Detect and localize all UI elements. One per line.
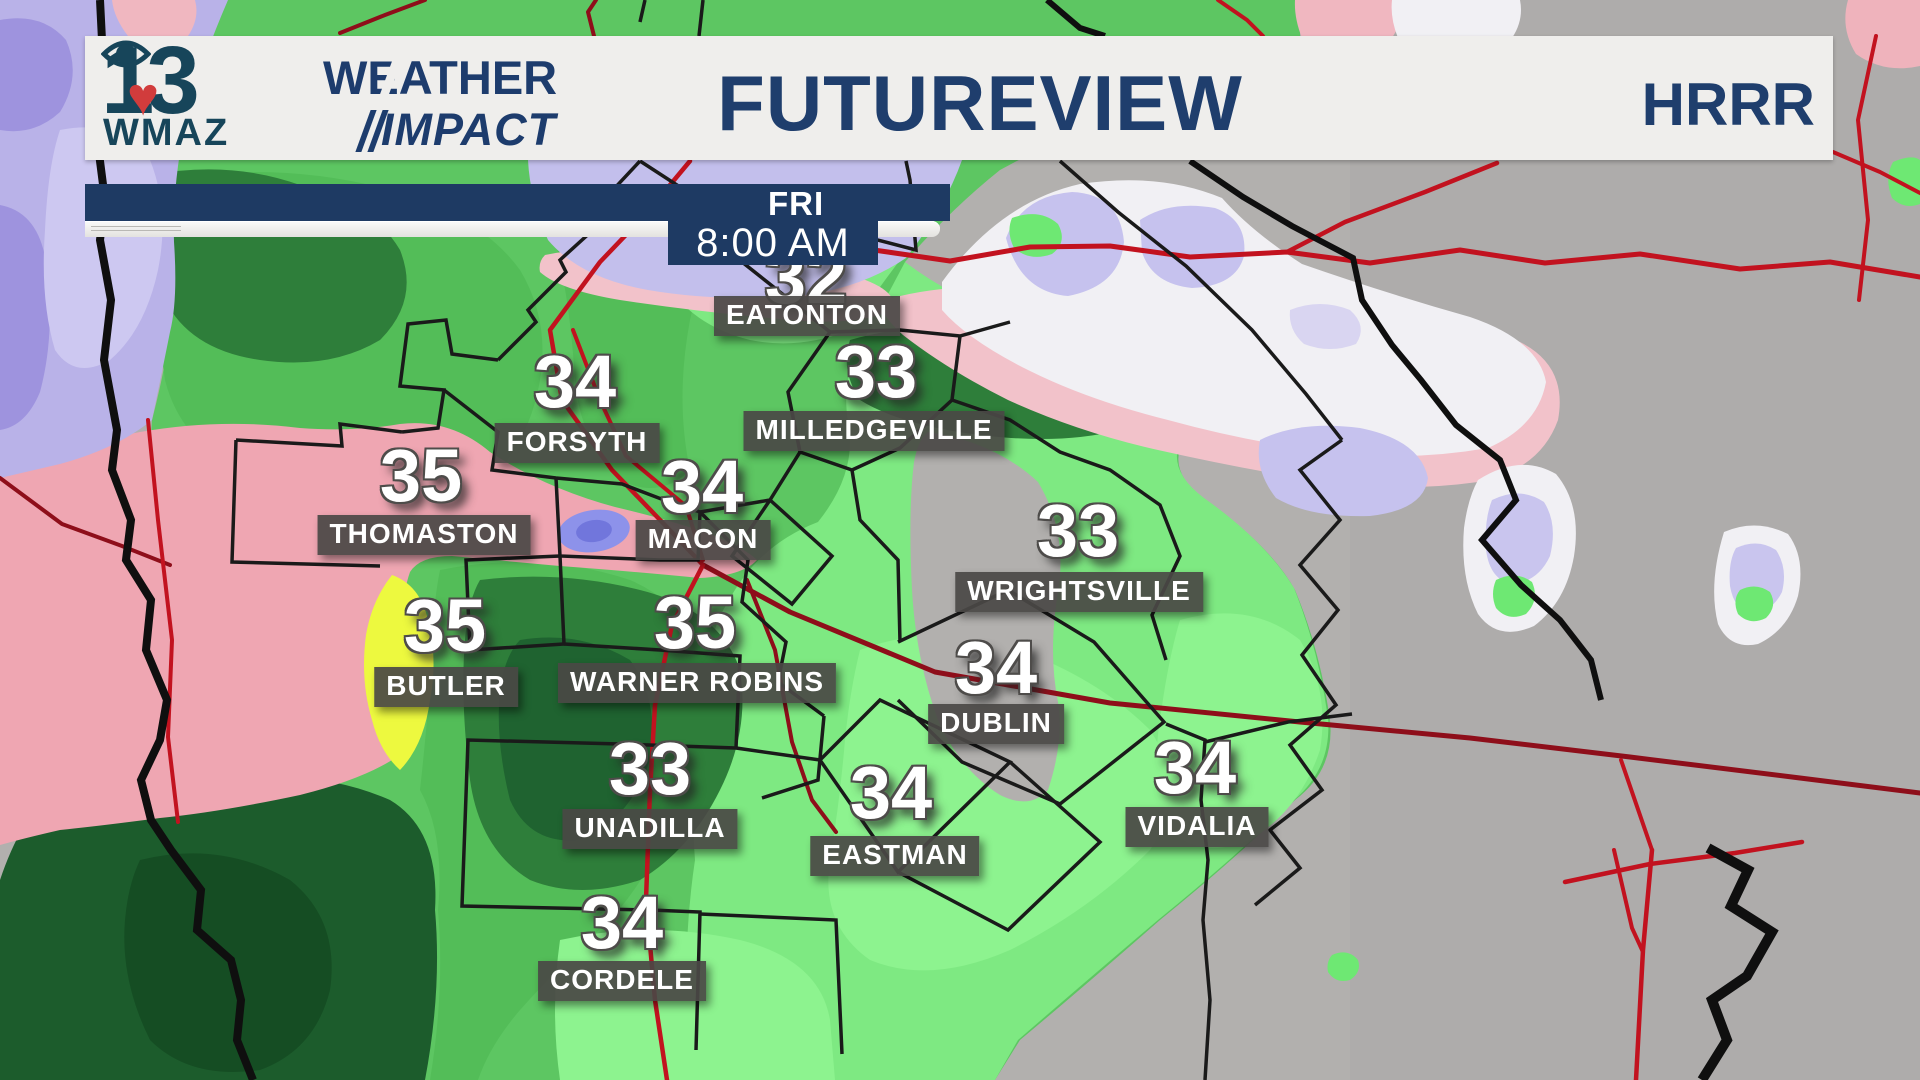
city-label: DUBLIN <box>928 704 1064 744</box>
city-label: EATONTON <box>713 296 901 336</box>
time-block: 8:00 AM <box>668 221 878 265</box>
heart-icon: ♥ <box>127 67 160 127</box>
time-label: 8:00 AM <box>696 220 850 265</box>
city-label: FORSYTH <box>494 423 660 463</box>
header-banner: 13 ♥ WMAZ WEATHER IMPACT FUTUREVIEW HRRR <box>85 27 1833 160</box>
station-logo: 13 ♥ WMAZ <box>101 27 351 158</box>
temp-value: 34 <box>580 881 664 964</box>
timeline-progress-tick <box>91 230 181 231</box>
temp-value: 35 <box>379 434 463 517</box>
temp-value: 34 <box>849 751 933 834</box>
map-base-gray-east <box>1350 0 1920 1080</box>
timeline-progress-tick <box>91 226 181 227</box>
city-label: CORDELE <box>538 961 706 1001</box>
city-label: UNADILLA <box>562 809 738 849</box>
temp-value: 33 <box>608 727 692 810</box>
city-label: WRIGHTSVILLE <box>955 572 1203 612</box>
cbs-eye-icon <box>101 40 151 68</box>
temp-value: 34 <box>954 626 1038 709</box>
temp-value: 35 <box>653 581 737 664</box>
city-label: EASTMAN <box>810 836 980 876</box>
brand-weather-text: WEATHER <box>323 51 558 104</box>
city-label: WARNER ROBINS <box>557 663 837 703</box>
day-label: FRI <box>768 185 825 222</box>
day-bar: FRI <box>85 184 950 222</box>
city-label: MACON <box>635 520 771 560</box>
temp-value: 34 <box>533 340 617 423</box>
brand-impact-text: IMPACT <box>381 104 557 155</box>
temp-value: 33 <box>1036 489 1120 572</box>
city-label: BUTLER <box>374 667 518 707</box>
temp-value: 34 <box>1153 726 1237 809</box>
station-call-letters: WMAZ <box>103 112 230 154</box>
weather-impact-logo: WEATHER IMPACT <box>245 48 645 155</box>
temp-value: 34 <box>660 445 744 528</box>
city-label: MILLEDGEVILLE <box>743 411 1005 451</box>
temp-value: 33 <box>834 330 918 413</box>
scattered-precip-patches-east <box>1327 0 1920 981</box>
page-title: FUTUREVIEW <box>717 59 1243 147</box>
model-label: HRRR <box>1641 71 1815 138</box>
city-label: VIDALIA <box>1125 807 1269 847</box>
city-label: THOMASTON <box>317 515 531 555</box>
temp-value: 35 <box>403 584 487 667</box>
